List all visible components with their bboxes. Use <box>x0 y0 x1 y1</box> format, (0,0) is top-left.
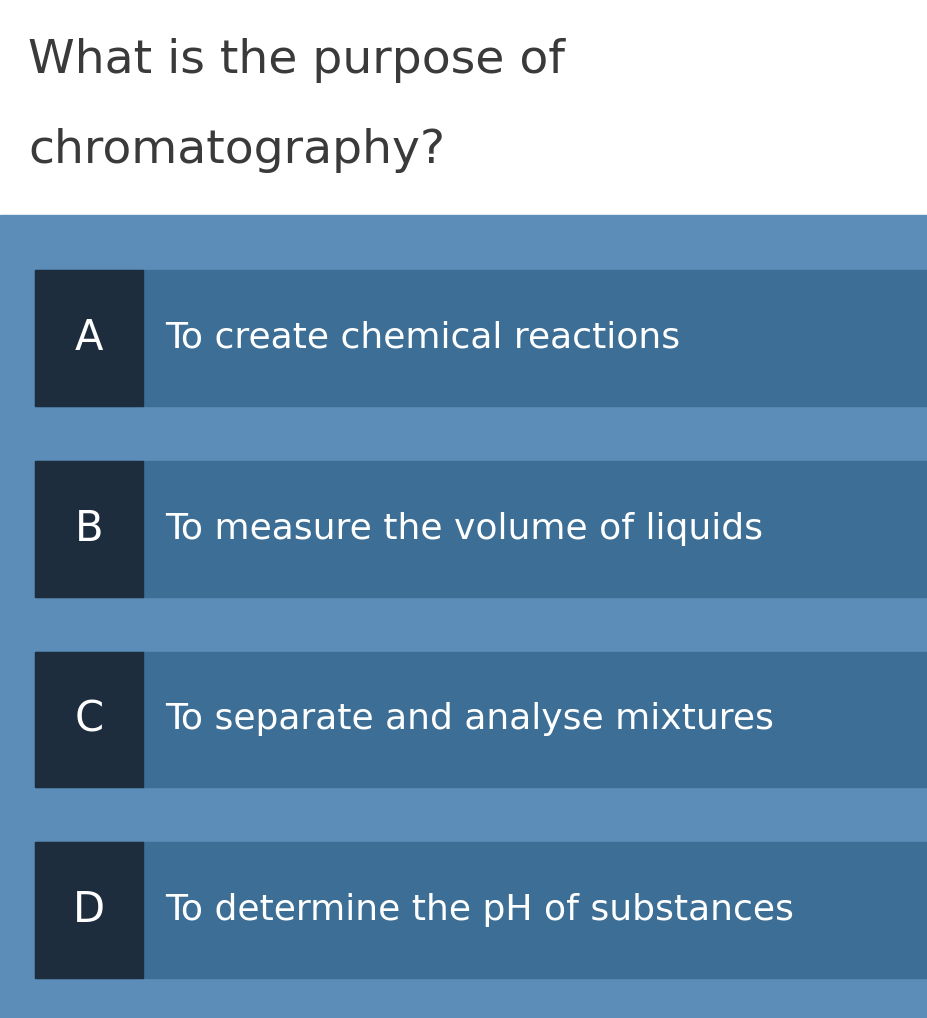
Text: To create chemical reactions: To create chemical reactions <box>165 321 679 355</box>
Bar <box>35 270 143 406</box>
Bar <box>0 215 927 1018</box>
Bar <box>35 461 143 597</box>
Text: C: C <box>74 698 104 740</box>
Bar <box>35 842 143 978</box>
Text: B: B <box>74 508 103 550</box>
Text: To measure the volume of liquids: To measure the volume of liquids <box>165 512 762 546</box>
Text: A: A <box>75 317 103 359</box>
Text: To separate and analyse mixtures: To separate and analyse mixtures <box>165 702 773 736</box>
Text: To determine the pH of substances: To determine the pH of substances <box>165 893 793 927</box>
Bar <box>35 652 927 787</box>
Bar <box>35 842 927 978</box>
Text: chromatography?: chromatography? <box>28 128 445 173</box>
Text: What is the purpose of: What is the purpose of <box>28 38 565 83</box>
Text: D: D <box>73 889 105 931</box>
Bar <box>35 270 927 406</box>
Bar <box>0 0 927 215</box>
Bar <box>35 652 143 787</box>
Bar <box>35 461 927 597</box>
